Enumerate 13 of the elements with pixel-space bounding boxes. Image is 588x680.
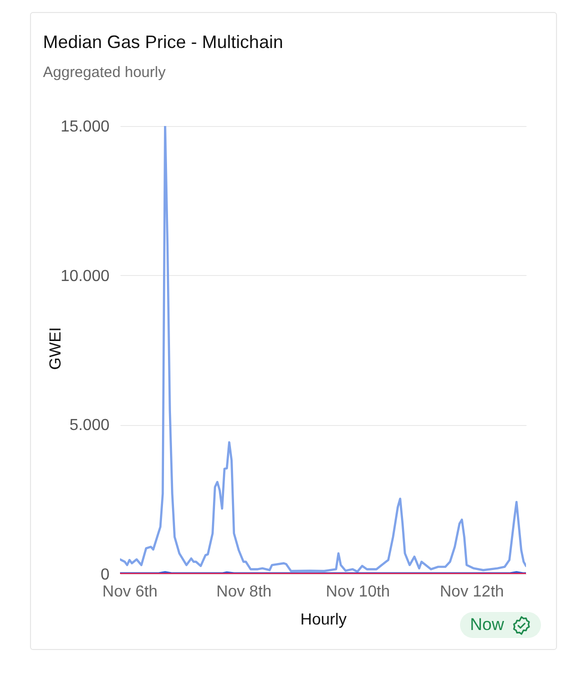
x-tick-label: Nov 10th xyxy=(326,584,390,600)
y-tick-label: 5.000 xyxy=(69,417,110,434)
y-axis-title: GWEI xyxy=(48,327,64,370)
x-tick-label: Nov 6th xyxy=(102,584,158,600)
x-tick-label: Nov 12th xyxy=(440,584,504,600)
x-axis-title: Hourly xyxy=(300,612,347,628)
y-tick-label: 15.000 xyxy=(60,118,110,136)
y-tick-label: 0 xyxy=(100,566,110,584)
chart-subtitle: Aggregated hourly xyxy=(43,64,166,81)
x-tick-label: Nov 8th xyxy=(216,584,272,600)
chart-title: Median Gas Price - Multichain xyxy=(43,32,284,52)
status-pill: Now xyxy=(460,612,542,638)
y-tick-label: 10.000 xyxy=(60,268,110,285)
